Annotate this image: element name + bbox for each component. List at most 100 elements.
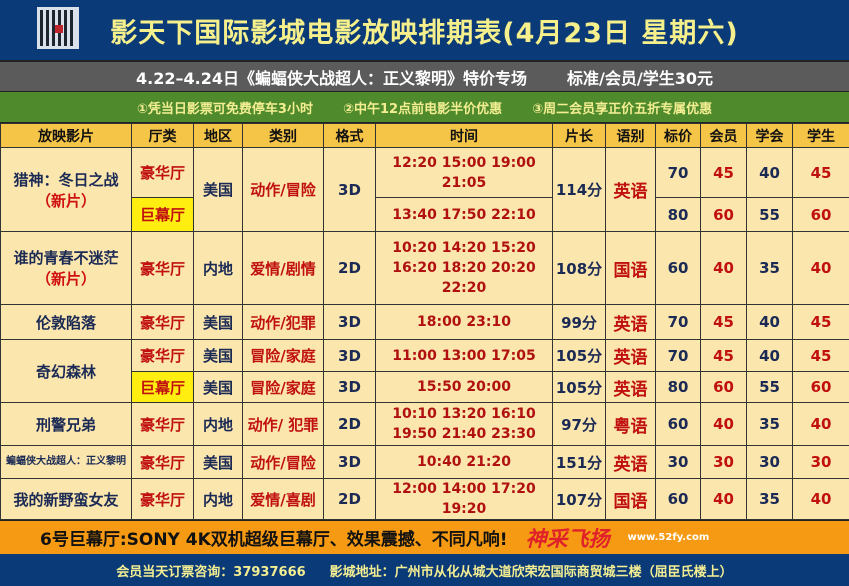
- column-header: 格式: [324, 124, 376, 148]
- region-cell: 内地: [194, 479, 243, 520]
- list-price: 80: [656, 372, 701, 403]
- footer: 会员当天订票咨询：37937666 影城地址：广州市从化从城大道欣荣宏国际商贸城…: [0, 554, 849, 586]
- showtimes-cell: 11:00 13:00 17:05: [376, 340, 553, 372]
- region-cell: 美国: [194, 446, 243, 479]
- film-title: 奇幻森林: [1, 361, 131, 382]
- length-cell: 151分: [553, 446, 606, 479]
- note: ①凭当日影票可免费停车3小时: [137, 98, 313, 117]
- student-price: 40: [793, 479, 849, 520]
- language-cell: 英语: [606, 372, 656, 403]
- format-cell: 3D: [324, 340, 376, 372]
- length-cell: 105分: [553, 372, 606, 403]
- member-price: 60: [701, 372, 747, 403]
- student-member-price: 40: [747, 148, 793, 198]
- qr-code-icon: [37, 7, 79, 49]
- member-price: 60: [701, 198, 747, 232]
- region-cell: 内地: [194, 403, 243, 446]
- genre-cell: 动作/ 犯罪: [243, 403, 324, 446]
- hall-cell: 巨幕厅: [132, 198, 194, 232]
- showtime-line: 21:05: [376, 173, 552, 193]
- title-bar: 影天下国际影城电影放映排期表(4月23日 星期六): [0, 0, 849, 62]
- column-header: 会员: [701, 124, 747, 148]
- format-cell: 2D: [324, 479, 376, 520]
- length-cell: 114分: [553, 148, 606, 232]
- showtime-line: 10:10 13:20 16:10: [376, 404, 552, 424]
- language-cell: 国语: [606, 232, 656, 305]
- showtimes-cell: 18:00 23:10: [376, 305, 553, 340]
- genre-cell: 爱情/剧情: [243, 232, 324, 305]
- showtimes-cell: 12:00 14:00 17:20 19:20: [376, 479, 553, 520]
- column-header: 标价: [656, 124, 701, 148]
- student-member-price: 30: [747, 446, 793, 479]
- language-cell: 英语: [606, 340, 656, 372]
- column-header: 语别: [606, 124, 656, 148]
- promo-price: 标准/会员/学生30元: [567, 65, 713, 89]
- showtime-line: 19:50 21:40 23:30: [376, 424, 552, 444]
- list-price: 60: [656, 403, 701, 446]
- note: ②中午12点前电影半价优惠: [343, 98, 502, 117]
- genre-cell: 动作/犯罪: [243, 305, 324, 340]
- column-header: 地区: [194, 124, 243, 148]
- list-price: 80: [656, 198, 701, 232]
- member-price: 40: [701, 479, 747, 520]
- column-header: 放映影片: [1, 124, 132, 148]
- notes-bar: ①凭当日影票可免费停车3小时 ②中午12点前电影半价优惠 ③周二会员享正价五折专…: [0, 92, 849, 123]
- showtimes-cell: 13:40 17:50 22:10: [376, 198, 553, 232]
- showtime-line: 11:00 13:00 17:05: [376, 346, 552, 366]
- film-title: 伦敦陷落: [1, 312, 131, 333]
- hall-cell: 豪华厅: [132, 403, 194, 446]
- film-title: 刑警兄弟: [1, 414, 131, 435]
- hall-cell: 豪华厅: [132, 340, 194, 372]
- member-price: 40: [701, 232, 747, 305]
- member-price: 45: [701, 340, 747, 372]
- list-price: 70: [656, 340, 701, 372]
- footer-address: 影城地址：广州市从化从城大道欣荣宏国际商贸城三楼（屈臣氏楼上）: [330, 561, 733, 580]
- film-title-cell: 我的新野蛮女友: [1, 479, 132, 520]
- region-cell: 美国: [194, 305, 243, 340]
- note: ③周二会员享正价五折专属优惠: [532, 98, 712, 117]
- student-price: 40: [793, 232, 849, 305]
- length-cell: 97分: [553, 403, 606, 446]
- format-cell: 3D: [324, 305, 376, 340]
- student-member-price: 35: [747, 479, 793, 520]
- hall-cell: 巨幕厅: [132, 372, 194, 403]
- length-cell: 108分: [553, 232, 606, 305]
- language-cell: 英语: [606, 446, 656, 479]
- list-price: 60: [656, 232, 701, 305]
- list-price: 60: [656, 479, 701, 520]
- format-cell: 3D: [324, 372, 376, 403]
- hall-cell: 豪华厅: [132, 446, 194, 479]
- student-member-price: 55: [747, 198, 793, 232]
- column-header: 时间: [376, 124, 553, 148]
- column-header: 学会: [747, 124, 793, 148]
- member-price: 40: [701, 403, 747, 446]
- student-price: 45: [793, 148, 849, 198]
- format-cell: 2D: [324, 403, 376, 446]
- student-member-price: 40: [747, 305, 793, 340]
- language-cell: 英语: [606, 305, 656, 340]
- film-title-cell: 蝙蝠侠大战超人：正义黎明: [1, 446, 132, 479]
- page-title: 影天下国际影城电影放映排期表(4月23日 星期六): [110, 11, 738, 50]
- language-cell: 粤语: [606, 403, 656, 446]
- promo-bar: 4.22–4.24日《蝙蝠侠大战超人：正义黎明》特价专场 标准/会员/学生30元: [0, 62, 849, 92]
- showtimes-cell: 15:50 20:00: [376, 372, 553, 403]
- hall-cell: 豪华厅: [132, 148, 194, 198]
- watermark-url: www.52fy.com: [628, 532, 710, 543]
- film-title-cell: 猎神：冬日之战（新片）: [1, 148, 132, 232]
- showtime-line: 13:40 17:50 22:10: [376, 205, 552, 225]
- showtime-line: 10:20 14:20 15:20: [376, 238, 552, 258]
- region-cell: 美国: [194, 372, 243, 403]
- list-price: 70: [656, 305, 701, 340]
- list-price: 30: [656, 446, 701, 479]
- schedule-table: 放映影片厅类地区类别格式时间片长语别标价会员学会学生 猎神：冬日之战（新片）豪华…: [0, 123, 849, 520]
- column-header: 片长: [553, 124, 606, 148]
- format-cell: 2D: [324, 232, 376, 305]
- format-cell: 3D: [324, 446, 376, 479]
- showtime-line: 22:20: [376, 278, 552, 298]
